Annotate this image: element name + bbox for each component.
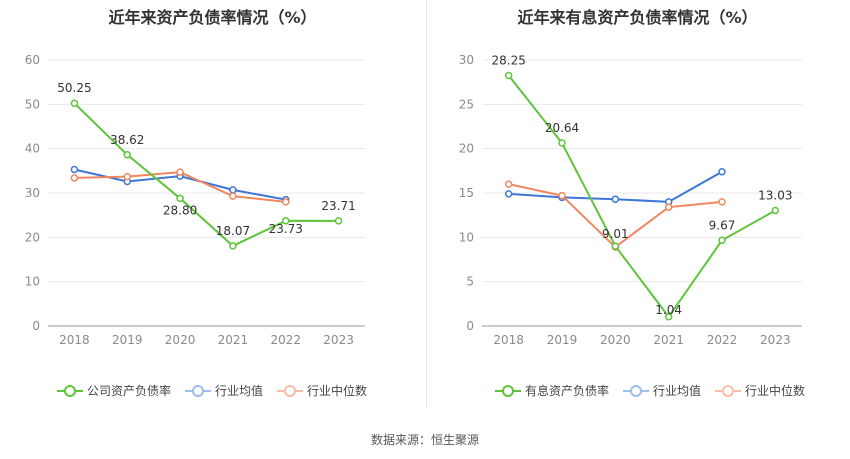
legend-label: 公司资产负债率 bbox=[87, 384, 172, 398]
y-tick-label: 10 bbox=[459, 230, 474, 244]
y-tick-label: 5 bbox=[466, 275, 474, 289]
data-label: 50.25 bbox=[57, 81, 91, 95]
y-tick-label: 15 bbox=[459, 186, 474, 200]
legend-label: 行业中位数 bbox=[745, 384, 806, 398]
legend-swatch bbox=[277, 384, 304, 397]
legend-item-company-debt-ratio[interactable]: 公司资产负债率 bbox=[57, 382, 171, 399]
legend-swatch bbox=[623, 384, 650, 397]
legend-label: 行业均值 bbox=[215, 384, 264, 398]
y-tick-label: 30 bbox=[459, 53, 474, 67]
data-point bbox=[229, 186, 237, 194]
y-tick-label: 50 bbox=[25, 97, 40, 111]
x-tick-label: 2023 bbox=[323, 333, 354, 347]
data-label: 23.71 bbox=[321, 199, 355, 213]
data-point bbox=[664, 203, 673, 211]
data-point bbox=[718, 198, 726, 206]
legend-label: 行业均值 bbox=[653, 384, 702, 398]
x-tick-label: 2018 bbox=[493, 333, 524, 347]
data-point bbox=[558, 139, 566, 147]
data-point bbox=[611, 242, 620, 250]
data-point bbox=[282, 198, 290, 206]
data-point bbox=[70, 174, 79, 182]
legend-label: 有息资产负债率 bbox=[525, 384, 610, 398]
x-tick-label: 2021 bbox=[218, 333, 249, 347]
x-tick-label: 2019 bbox=[112, 333, 143, 347]
data-point bbox=[123, 151, 131, 159]
data-label: 13.03 bbox=[758, 188, 792, 202]
legend-label: 行业中位数 bbox=[307, 384, 368, 398]
legend-item-industry-mean[interactable]: 行业均值 bbox=[185, 382, 263, 399]
data-label: 20.64 bbox=[545, 121, 579, 135]
right-chart-title: 近年来有息资产负债率情况（%） bbox=[517, 8, 758, 27]
data-point bbox=[70, 99, 79, 107]
x-tick-label: 2018 bbox=[59, 333, 90, 347]
legend-item-industry-median[interactable]: 行业中位数 bbox=[715, 382, 805, 399]
data-point bbox=[176, 194, 184, 203]
data-point bbox=[176, 168, 184, 176]
y-tick-label: 0 bbox=[32, 319, 40, 333]
data-point bbox=[123, 172, 131, 181]
data-point bbox=[504, 180, 513, 188]
data-label: 23.73 bbox=[269, 222, 303, 236]
y-tick-label: 40 bbox=[25, 142, 40, 156]
data-label: 9.67 bbox=[709, 218, 736, 232]
data-label: 38.62 bbox=[110, 133, 144, 147]
x-tick-label: 2020 bbox=[600, 333, 631, 347]
x-tick-label: 2022 bbox=[270, 333, 301, 347]
y-tick-label: 20 bbox=[459, 142, 474, 156]
data-source-note: 数据来源：恒生聚源 bbox=[370, 433, 479, 447]
y-tick-label: 25 bbox=[459, 97, 474, 111]
data-point bbox=[611, 195, 620, 203]
legend-swatch bbox=[185, 384, 212, 397]
right-chart-plot: 0 5 10 15 20 25 30 2018 2019 2020 2021 2022 2023 28.2… bbox=[459, 53, 802, 347]
data-point bbox=[229, 242, 237, 250]
data-label: 28.80 bbox=[163, 203, 197, 217]
legend-item-industry-median[interactable]: 行业中位数 bbox=[277, 382, 367, 399]
data-point bbox=[558, 191, 566, 200]
data-point bbox=[718, 167, 726, 176]
data-label: 18.07 bbox=[216, 224, 250, 238]
legend-swatch bbox=[495, 384, 521, 397]
right-chart-legend: 有息资产负债率 行业均值 行业中位数 bbox=[495, 382, 819, 399]
data-point bbox=[771, 206, 780, 215]
chart-divider bbox=[426, 0, 427, 408]
y-tick-label: 60 bbox=[25, 53, 40, 67]
series-line bbox=[73, 102, 339, 248]
data-point bbox=[229, 192, 237, 200]
x-tick-label: 2020 bbox=[165, 333, 196, 347]
legend-item-interest-debt-ratio[interactable]: 有息资产负债率 bbox=[495, 382, 609, 399]
y-tick-label: 0 bbox=[466, 319, 474, 333]
left-chart-legend: 公司资产负债率 行业均值 行业中位数 bbox=[57, 382, 381, 399]
data-point bbox=[70, 165, 79, 174]
series-line bbox=[507, 74, 776, 319]
y-tick-label: 20 bbox=[25, 230, 40, 244]
data-label: 28.25 bbox=[491, 54, 525, 68]
x-tick-label: 2021 bbox=[653, 333, 684, 347]
data-point bbox=[504, 190, 513, 198]
data-point bbox=[504, 71, 513, 80]
x-tick-label: 2022 bbox=[707, 333, 738, 347]
left-chart-title: 近年来资产负债率情况（%） bbox=[108, 8, 317, 27]
data-point bbox=[718, 236, 726, 245]
data-point bbox=[282, 217, 290, 225]
left-chart-plot: 0 10 20 30 40 50 60 2018 2019 2020 2021 2022 2023 50.… bbox=[25, 53, 365, 347]
data-label: 9.01 bbox=[602, 227, 629, 241]
legend-swatch bbox=[57, 384, 83, 397]
x-tick-label: 2023 bbox=[760, 333, 791, 347]
legend-item-industry-mean[interactable]: 行业均值 bbox=[623, 382, 701, 399]
y-tick-label: 10 bbox=[25, 275, 40, 289]
data-point bbox=[334, 217, 343, 225]
data-point bbox=[664, 313, 673, 321]
data-label: 1.04 bbox=[655, 303, 682, 317]
x-tick-label: 2019 bbox=[547, 333, 578, 347]
legend-swatch bbox=[715, 384, 742, 397]
y-tick-label: 30 bbox=[25, 186, 40, 200]
